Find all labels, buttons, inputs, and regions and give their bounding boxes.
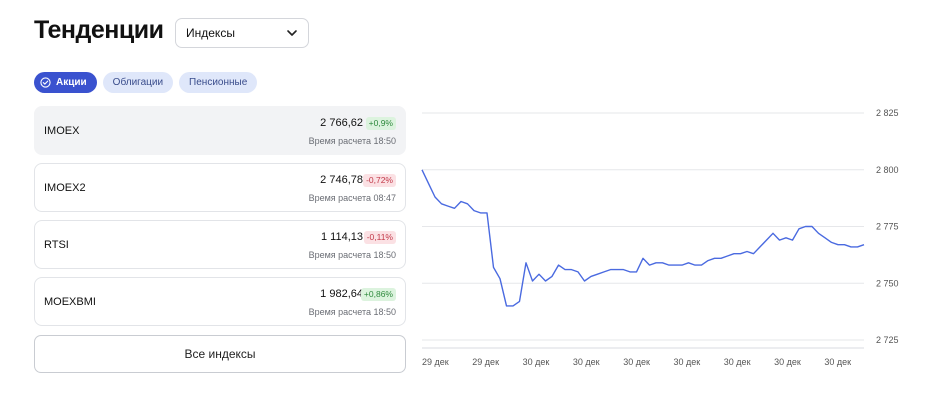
change-badge: -0,72% <box>363 174 396 187</box>
index-type-select[interactable]: Индексы <box>175 18 309 48</box>
change-badge: -0,11% <box>363 231 396 244</box>
all-indices-button[interactable]: Все индексы <box>34 335 406 373</box>
index-name: MOEXBMI <box>44 296 96 308</box>
tab-pension[interactable]: Пенсионные <box>179 72 258 93</box>
change-badge: +0,86% <box>360 288 396 301</box>
index-list: IMOEX 2 766,62 +0,9% Время расчета 18:50… <box>34 106 406 334</box>
index-value: 2 766,62 <box>320 117 363 129</box>
calc-time: Время расчета 18:50 <box>308 136 396 146</box>
tab-stocks[interactable]: Акции <box>34 72 97 93</box>
index-row-imoex2[interactable]: IMOEX2 2 746,78 -0,72% Время расчета 08:… <box>34 163 406 212</box>
x-tick-label: 30 дек <box>623 357 650 367</box>
x-tick-label: 29 дек <box>472 357 499 367</box>
x-tick-label: 30 дек <box>824 357 851 367</box>
asset-tabs: Акции Облигации Пенсионные <box>34 72 258 93</box>
index-name: IMOEX <box>44 125 80 137</box>
check-circle-icon <box>40 77 51 88</box>
x-tick-label: 29 дек <box>422 357 449 367</box>
index-name: RTSI <box>44 239 69 251</box>
y-tick-label: 2 775 <box>876 222 899 232</box>
x-tick-label: 30 дек <box>523 357 550 367</box>
index-name: IMOEX2 <box>44 182 86 194</box>
tab-label: Пенсионные <box>189 77 248 88</box>
change-badge: +0,9% <box>365 117 396 130</box>
y-tick-label: 2 825 <box>876 108 899 118</box>
index-row-moexbmi[interactable]: MOEXBMI 1 982,64 +0,86% Время расчета 18… <box>34 277 406 326</box>
index-row-imoex[interactable]: IMOEX 2 766,62 +0,9% Время расчета 18:50 <box>34 106 406 155</box>
x-tick-label: 30 дек <box>674 357 701 367</box>
calc-time: Время расчета 18:50 <box>308 307 396 317</box>
calc-time: Время расчета 08:47 <box>308 193 396 203</box>
index-value: 2 746,78 <box>320 174 363 186</box>
y-tick-label: 2 750 <box>876 278 899 288</box>
x-tick-label: 30 дек <box>573 357 600 367</box>
x-tick-label: 30 дек <box>724 357 751 367</box>
y-tick-label: 2 800 <box>876 165 899 175</box>
tab-label: Акции <box>56 77 87 88</box>
select-value: Индексы <box>186 26 235 40</box>
x-tick-label: 30 дек <box>774 357 801 367</box>
tab-label: Облигации <box>112 77 164 88</box>
index-value: 1 114,13 <box>320 231 363 243</box>
calc-time: Время расчета 18:50 <box>308 250 396 260</box>
page-title: Тенденции <box>34 16 164 44</box>
tab-bonds[interactable]: Облигации <box>102 72 174 93</box>
index-value: 1 982,64 <box>320 288 363 300</box>
chevron-down-icon <box>287 30 297 36</box>
y-tick-label: 2 725 <box>876 335 899 345</box>
index-row-rtsi[interactable]: RTSI 1 114,13 -0,11% Время расчета 18:50 <box>34 220 406 269</box>
series-line <box>421 169 865 307</box>
